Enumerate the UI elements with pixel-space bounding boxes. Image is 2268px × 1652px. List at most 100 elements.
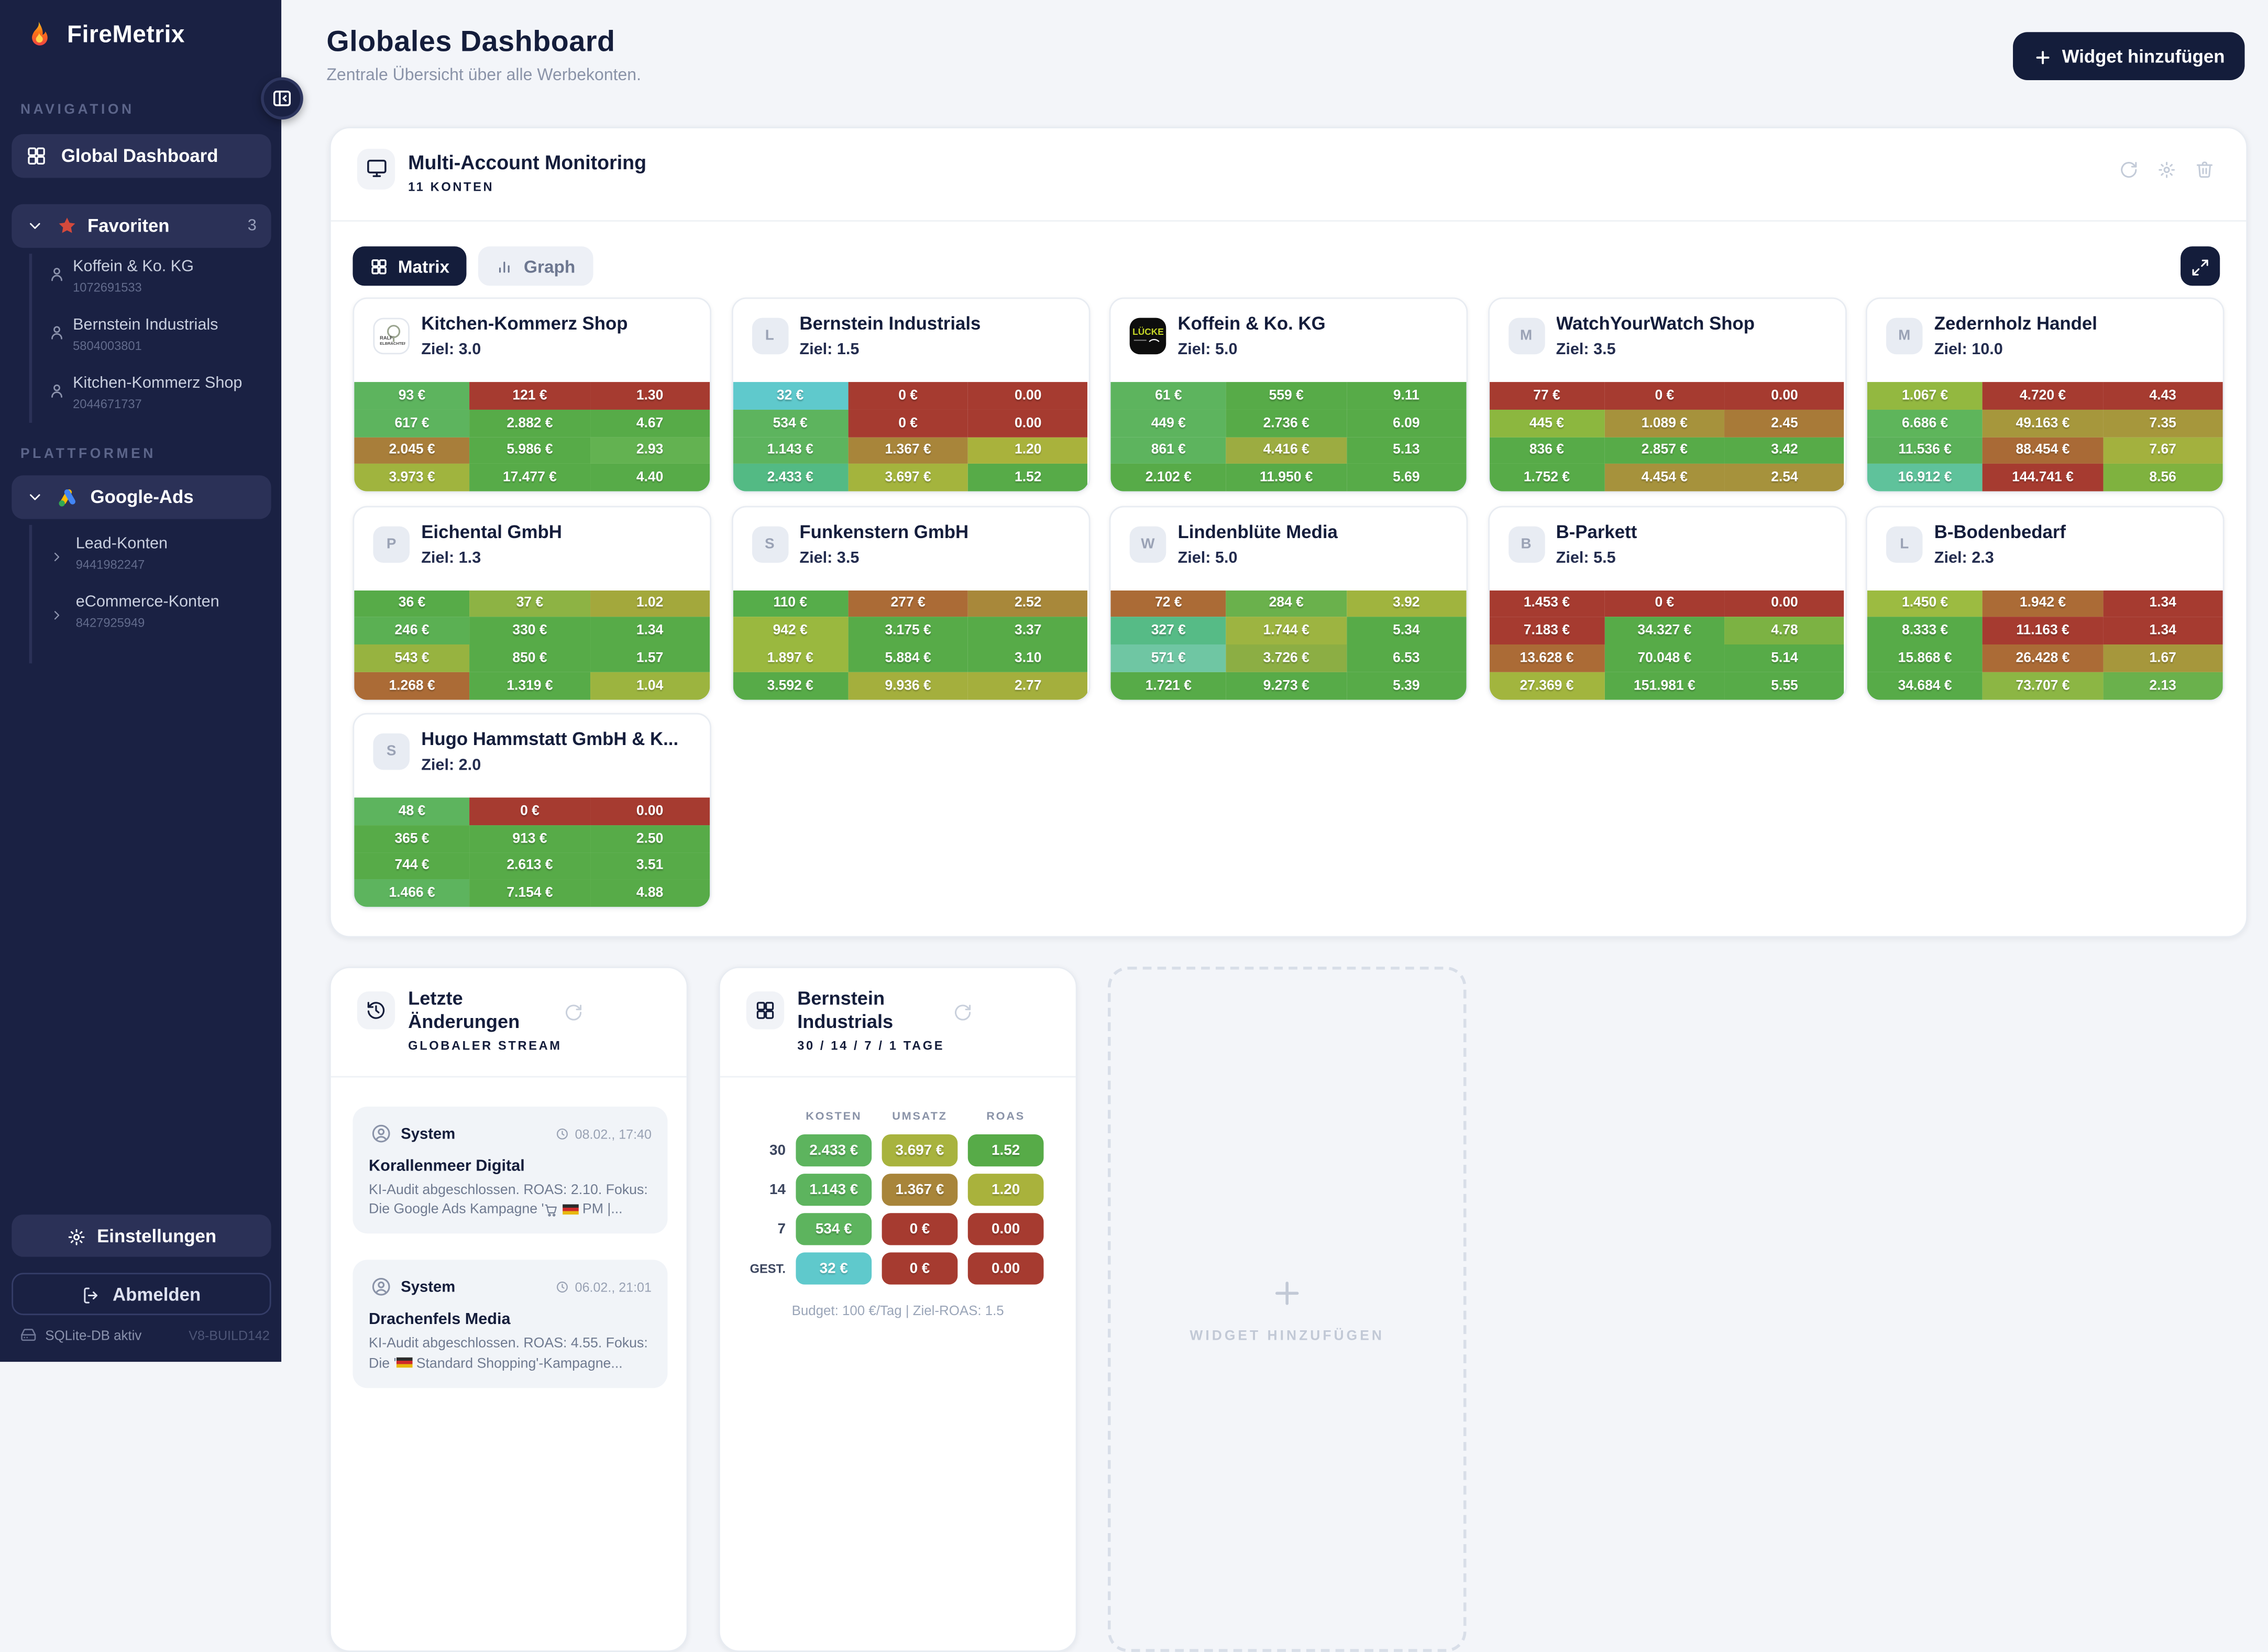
- matrix-row: 2.045 €5.986 €2.93: [354, 436, 710, 464]
- matrix-row: 449 €2.736 €6.09: [1110, 409, 1467, 437]
- matrix-cell: 1.942 €: [1983, 589, 2103, 617]
- entry-title: Korallenmeer Digital: [369, 1157, 525, 1175]
- trash-icon: [2196, 162, 2213, 179]
- account-matrix: 1.453 €0 €0.00 7.183 €34.327 €4.78 13.628 …: [1489, 589, 1845, 699]
- account-avatar: W: [1129, 526, 1166, 562]
- matrix-cell: 4.43: [2102, 382, 2223, 410]
- account-matrix: 1.450 €1.942 €1.34 8.333 €11.163 €1.34 15.…: [1867, 589, 2223, 699]
- matrix-cell: 836 €: [1489, 436, 1605, 464]
- account-avatar: S: [373, 733, 410, 770]
- account-card[interactable]: M WatchYourWatch Shop Ziel: 3.5 77 €0 €0.00…: [1487, 297, 1846, 493]
- gear-icon: [68, 1228, 84, 1245]
- matrix-cell: 2.93: [590, 436, 710, 464]
- favorite-account-item[interactable]: Koffein & Ko. KG 1072691533: [0, 251, 281, 309]
- account-card[interactable]: S Funkenstern GmbH Ziel: 3.5 110 €277 €2.52…: [731, 505, 1090, 701]
- matrix-cell: 8.333 €: [1867, 617, 1983, 644]
- refresh-icon[interactable]: [564, 1000, 583, 1026]
- svg-text:RALF: RALF: [380, 335, 393, 341]
- detail-table-row: GEST. 32 € 0 € 0.00: [739, 1252, 1076, 1285]
- matrix-cell: 93 €: [354, 382, 470, 410]
- google-ads-group-header[interactable]: Google-Ads: [12, 475, 271, 519]
- detail-table-row: 30 2.433 € 3.697 € 1.52: [739, 1134, 1076, 1167]
- matrix-cell: 0.00: [1724, 589, 1845, 617]
- add-widget-button[interactable]: Widget hinzufügen: [2013, 32, 2245, 81]
- refresh-icon[interactable]: [953, 1000, 972, 1026]
- entry-body: KI-Audit abgeschlossen. ROAS: 2.10. Foku…: [369, 1182, 648, 1218]
- build-version: V8-BUILD142: [189, 1327, 270, 1342]
- matrix-cell: 3.42: [1724, 436, 1845, 464]
- matrix-cell: 559 €: [1226, 382, 1347, 410]
- tab-matrix-label: Matrix: [398, 256, 450, 277]
- multi-account-monitoring-widget: Multi-Account Monitoring 11 KONTEN Matri…: [329, 127, 2248, 938]
- tab-graph[interactable]: Graph: [478, 246, 593, 286]
- matrix-row: 1.752 €4.454 €2.54: [1489, 464, 1845, 491]
- account-card[interactable]: M Zedernholz Handel Ziel: 10.0 1.067 €4.720…: [1865, 297, 2225, 493]
- account-card-goal: Ziel: 5.5: [1556, 549, 1616, 567]
- detail-cell: 534 €: [796, 1213, 872, 1245]
- matrix-cell: 449 €: [1110, 409, 1227, 437]
- matrix-cell: 0 €: [1604, 589, 1725, 617]
- account-card-title: B-Parkett: [1556, 521, 1637, 542]
- account-card[interactable]: W Lindenblüte Media Ziel: 5.0 72 €284 €3.92…: [1109, 505, 1468, 701]
- matrix-cell: 850 €: [469, 644, 590, 672]
- refresh-icon: [2121, 162, 2137, 178]
- stream-title: Letzte Änderungen: [408, 987, 520, 1032]
- matrix-cell: 3.175 €: [848, 617, 968, 644]
- tab-matrix[interactable]: Matrix: [353, 246, 467, 286]
- platform-account-item[interactable]: eCommerce-Konten 8427925949: [0, 586, 281, 644]
- account-matrix: 1.067 €4.720 €4.43 6.686 €49.163 €7.35 11.…: [1867, 382, 2223, 491]
- detail-cell: 0.00: [967, 1213, 1044, 1245]
- settings-button[interactable]: Einstellungen: [12, 1215, 271, 1257]
- matrix-cell: 6.686 €: [1867, 409, 1983, 437]
- matrix-row: 93 €121 €1.30: [354, 382, 710, 410]
- matrix-cell: 9.11: [1346, 382, 1467, 410]
- account-card-goal: Ziel: 10.0: [1934, 341, 2003, 359]
- gear-icon[interactable]: [2157, 158, 2176, 184]
- sidebar-item-global-dashboard[interactable]: Global Dashboard: [12, 134, 271, 178]
- user-icon: [51, 325, 62, 340]
- favorite-account-item[interactable]: Bernstein Industrials 5804003801: [0, 309, 281, 367]
- navigation-label: NAVIGATION: [20, 102, 135, 118]
- account-avatar: M: [1886, 318, 1923, 355]
- detail-subtitle: 30 / 14 / 7 / 1 TAGE: [797, 1038, 945, 1053]
- account-card[interactable]: RALF ELBRÄCHTER Kitchen-Kommerz Shop Ziel: …: [353, 297, 712, 493]
- account-card[interactable]: L Bernstein Industrials Ziel: 1.5 32 €0 €0.…: [731, 297, 1090, 493]
- expand-button[interactable]: [2181, 246, 2220, 286]
- logout-button[interactable]: Abmelden: [12, 1273, 271, 1316]
- matrix-cell: 3.726 €: [1226, 644, 1347, 672]
- sidebar-collapse-button[interactable]: [261, 77, 303, 120]
- matrix-cell: 0 €: [848, 382, 968, 410]
- platforms-label: PLATTFORMEN: [20, 446, 156, 463]
- detail-cell: 1.52: [967, 1134, 1044, 1167]
- matrix-row: 61 €559 €9.11: [1110, 382, 1467, 410]
- stream-list: System 08.02., 17:40 Korallenmeer Digital K…: [353, 1107, 668, 1388]
- matrix-cell: 0.00: [1724, 382, 1845, 410]
- db-status-row: SQLite-DB aktiv V8-BUILD142: [20, 1327, 270, 1343]
- matrix-cell: 13.628 €: [1489, 644, 1605, 672]
- matrix-cell: 1.52: [968, 464, 1088, 491]
- account-name: Kitchen-Kommerz Shop: [73, 375, 243, 392]
- matrix-row: 34.684 €73.707 €2.13: [1867, 672, 2223, 699]
- account-card[interactable]: S Hugo Hammstatt GmbH & K... Ziel: 2.0 48 €…: [353, 713, 712, 909]
- refresh-icon[interactable]: [2119, 158, 2138, 184]
- widget-subtitle: 11 KONTEN: [408, 179, 494, 194]
- matrix-cell: 0.00: [968, 382, 1088, 410]
- matrix-cell: 3.697 €: [848, 464, 968, 491]
- add-widget-placeholder[interactable]: WIDGET HINZUFÜGEN: [1107, 966, 1467, 1652]
- matrix-cell: 1.089 €: [1604, 409, 1725, 437]
- account-card[interactable]: L B-Bodenbedarf Ziel: 2.3 1.450 €1.942 €1.3…: [1865, 505, 2225, 701]
- matrix-cell: 4.88: [590, 879, 710, 907]
- matrix-cell: 4.78: [1724, 617, 1845, 644]
- account-card[interactable]: P Eichental GmbH Ziel: 1.3 36 €37 €1.02 246 …: [353, 505, 712, 701]
- platform-account-item[interactable]: Lead-Konten 9441982247: [0, 528, 281, 586]
- matrix-cell: 7.67: [2102, 436, 2223, 464]
- favorite-account-item[interactable]: Kitchen-Kommerz Shop 2044671737: [0, 367, 281, 425]
- account-card[interactable]: B B-Parkett Ziel: 5.5 1.453 €0 €0.00 7.183 €…: [1487, 505, 1846, 701]
- matrix-cell: 1.34: [2102, 589, 2223, 617]
- matrix-cell: 1.067 €: [1867, 382, 1983, 410]
- favorites-group-header[interactable]: Favoriten 3: [12, 204, 271, 248]
- trash-icon[interactable]: [2195, 158, 2214, 184]
- account-card[interactable]: LÜCKE Koffein & Ko. KG Ziel: 5.0 61 €559 €9…: [1109, 297, 1468, 493]
- matrix-row: 1.450 €1.942 €1.34: [1867, 589, 2223, 617]
- matrix-cell: 0 €: [848, 409, 968, 437]
